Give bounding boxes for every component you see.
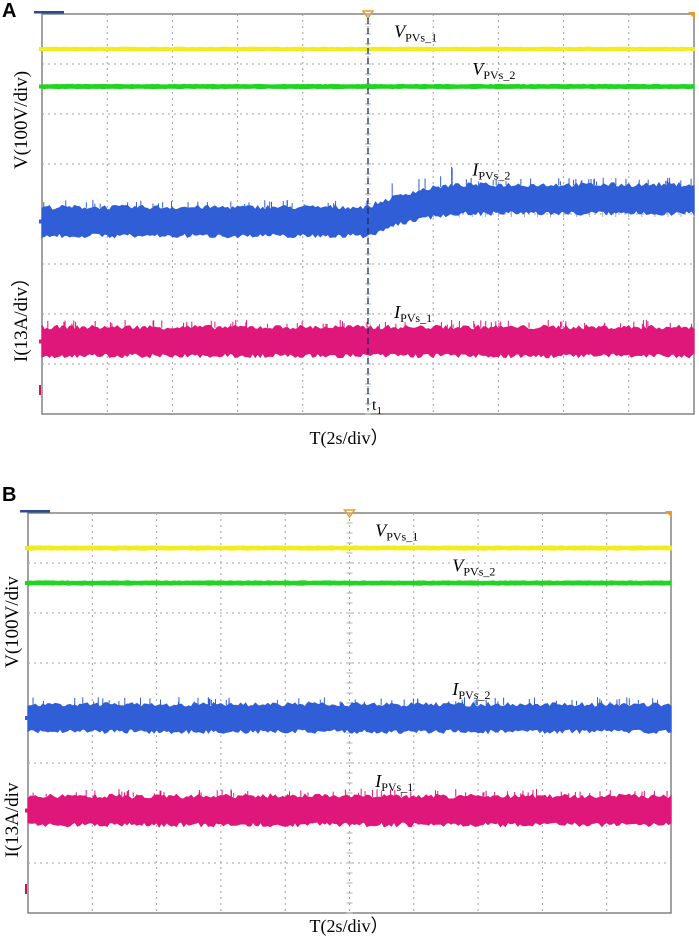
panel-a-trigger-marker	[361, 10, 375, 20]
panel-a-label-i-pvs-2: IPVs_2	[471, 159, 510, 182]
panel-b-channel-indicator	[25, 546, 28, 550]
panel-b-label-v-pvs-2: VPVs_2	[452, 555, 495, 578]
panel-b-trace-i-pvs-2	[27, 697, 672, 735]
panel-b-trace-band	[27, 701, 672, 735]
panel-b: B VPVs_1 VPVs_2 IPVs_2 IPVs_1 V(100V/div I(13…	[0, 470, 699, 945]
panel-b-xlabel: T(2s/div）	[310, 916, 389, 937]
panel-a-event-marker-label: t1	[372, 397, 382, 417]
panel-a: A VPVs_1 VPVs_2 IPVs_2 IPVs_1 t1 V(100V/div) I…	[0, 0, 699, 470]
oscilloscope-chart-b: VPVs_1 VPVs_2 IPVs_2 IPVs_1 V(100V/div I(13A/…	[2, 509, 672, 937]
panel-b-label-i-pvs-1: IPVs_1	[374, 771, 413, 794]
panel-a-ylabel-voltage: V(100V/div)	[11, 71, 32, 169]
panel-b-timebase-marker	[665, 511, 672, 518]
panel-b-channel-indicator	[25, 808, 28, 813]
panel-b-ylabel-current: I(13A/div	[2, 782, 23, 857]
panel-a-ground-indicator	[39, 385, 41, 395]
panel-b-label-i-pvs-2: IPVs_2	[451, 679, 490, 702]
panel-b-letter: B	[2, 484, 17, 506]
panel-a-channel-indicator	[39, 219, 42, 224]
panel-a-letter: A	[2, 0, 17, 22]
panel-b-ground-indicator	[25, 884, 27, 894]
panel-a-channel-indicator	[39, 84, 42, 89]
panel-a-channel-tab	[34, 11, 64, 14]
panel-b-channel-tab	[20, 510, 50, 513]
panel-b-trace-v-pvs-2	[27, 580, 672, 586]
panel-b-channel-indicator	[25, 716, 28, 720]
panel-a-trace-band	[41, 83, 695, 90]
panel-a-label-i-pvs-1: IPVs_1	[393, 302, 432, 325]
panel-b-channel-indicator	[25, 581, 28, 585]
panel-a-channel-indicator	[39, 47, 42, 51]
panel-b-trace-band	[27, 793, 672, 828]
panel-a-label-v-pvs-2: VPVs_2	[472, 59, 515, 82]
panel-b-label-v-pvs-1: VPVs_1	[375, 520, 418, 543]
panel-b-trigger-marker	[343, 509, 356, 519]
panel-b-ylabel-voltage: V(100V/div	[2, 576, 23, 668]
oscilloscope-chart-a: VPVs_1 VPVs_2 IPVs_2 IPVs_1 t1 V(100V/div) I(1…	[10, 10, 695, 449]
panel-b-trace-band	[27, 545, 672, 551]
panel-a-xlabel: T(2s/div）	[310, 428, 389, 449]
panel-b-trace-i-pvs-1	[27, 788, 672, 828]
panel-a-timebase-marker	[688, 12, 695, 19]
panel-a-label-v-pvs-1: VPVs_1	[394, 22, 437, 45]
panel-b-trace-band	[27, 580, 672, 586]
panel-a-trace-v-pvs-2	[41, 83, 695, 90]
panel-a-ylabel-current: I(13A/div）	[10, 268, 32, 362]
panel-b-trace-v-pvs-1	[27, 545, 672, 551]
panel-a-channel-indicator	[39, 339, 42, 344]
